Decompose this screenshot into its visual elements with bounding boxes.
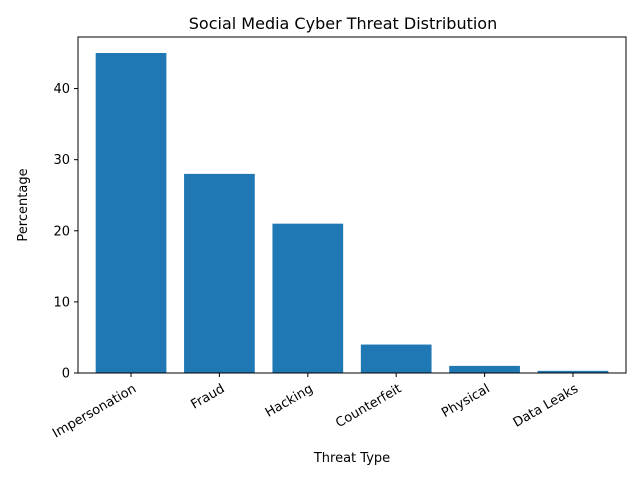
plot-frame bbox=[77, 36, 627, 374]
bar-counterfeit bbox=[360, 344, 432, 373]
y-tick-label: 0 bbox=[62, 367, 70, 382]
bar-data-leaks bbox=[537, 370, 609, 373]
bars-group bbox=[95, 53, 609, 373]
x-tick-label: Fraud bbox=[188, 381, 227, 412]
x-axis-ticks: Impersonation Fraud Hacking Counterfeit Phys… bbox=[50, 373, 581, 441]
x-tick-label: Hacking bbox=[263, 381, 316, 420]
bar-fraud bbox=[184, 173, 255, 373]
y-axis-ticks: 0 10 20 30 40 bbox=[53, 82, 78, 382]
x-tick-label: Counterfeit bbox=[333, 381, 404, 431]
bar-hacking bbox=[272, 223, 344, 373]
bar-physical bbox=[449, 365, 520, 373]
y-tick-label: 10 bbox=[53, 295, 70, 310]
y-axis-label: Percentage bbox=[16, 168, 31, 241]
y-tick-label: 20 bbox=[53, 224, 70, 239]
y-tick-label: 30 bbox=[53, 153, 70, 168]
x-axis-label: Threat Type bbox=[313, 451, 390, 466]
x-tick-label: Data Leaks bbox=[511, 381, 581, 430]
y-tick-label: 40 bbox=[53, 82, 70, 97]
x-tick-label: Impersonation bbox=[50, 381, 139, 441]
x-tick-label: Physical bbox=[439, 381, 492, 420]
bar-impersonation bbox=[95, 53, 167, 373]
chart-title: Social Media Cyber Threat Distribution bbox=[189, 14, 497, 33]
